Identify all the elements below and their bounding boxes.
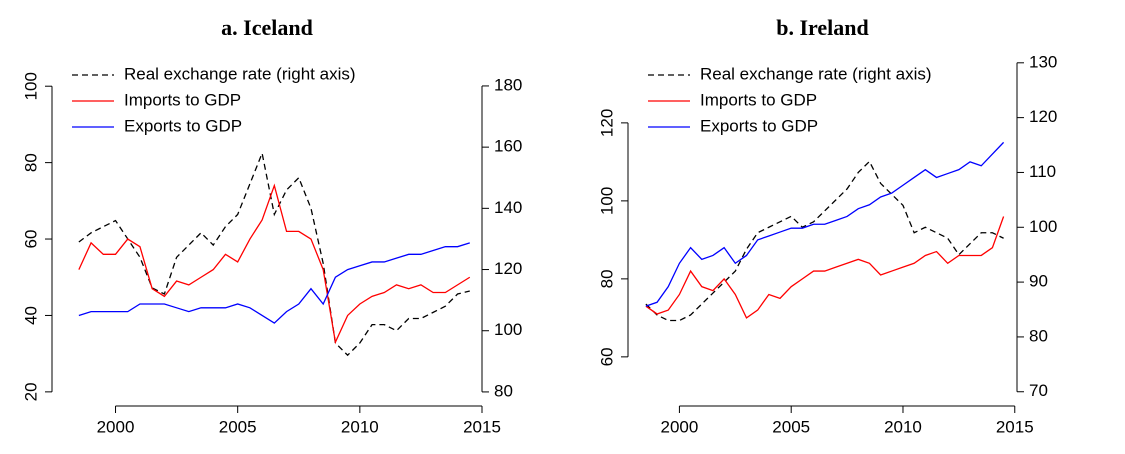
y2-tick-label: 70 [1029, 381, 1048, 400]
y-tick-label: 60 [21, 230, 40, 249]
series-line [78, 150, 470, 357]
y2-tick-label: 120 [494, 259, 522, 278]
y-tick-label: 100 [21, 72, 40, 100]
series-line [78, 183, 471, 345]
series-line [645, 160, 1004, 322]
legend-label: Real exchange rate (right axis) [700, 64, 932, 83]
legend-label: Real exchange rate (right axis) [124, 64, 356, 83]
legend-label: Imports to GDP [700, 90, 817, 109]
x-tick-label: 2010 [884, 417, 922, 436]
series-line [645, 216, 1005, 319]
y2-tick-label: 90 [1029, 272, 1048, 291]
y2-tick-label: 80 [494, 381, 513, 400]
y-tick-label: 60 [597, 347, 616, 366]
series-line [645, 141, 1005, 307]
y2-tick-label: 130 [1029, 52, 1057, 71]
y-tick-label: 80 [597, 269, 616, 288]
legend-label: Exports to GDP [700, 116, 818, 135]
y-tick-label: 100 [597, 187, 616, 215]
x-tick-label: 2015 [463, 417, 501, 436]
y2-tick-label: 160 [494, 137, 522, 156]
y-tick-label: 120 [597, 109, 616, 137]
x-tick-label: 2005 [219, 417, 257, 436]
y2-tick-label: 120 [1029, 107, 1057, 126]
x-tick-label: 2000 [661, 417, 699, 436]
y-tick-label: 20 [21, 382, 40, 401]
y-tick-label: 80 [21, 153, 40, 172]
x-tick-label: 2015 [996, 417, 1034, 436]
series-line [78, 242, 470, 324]
y2-tick-label: 140 [494, 198, 522, 217]
x-tick-label: 2010 [341, 417, 379, 436]
y2-tick-label: 110 [1029, 162, 1056, 181]
x-tick-label: 2000 [97, 417, 135, 436]
chart-title: a. Iceland [221, 15, 313, 40]
y2-tick-label: 100 [494, 320, 522, 339]
y2-tick-label: 180 [494, 75, 522, 94]
y-tick-label: 40 [21, 306, 40, 325]
x-tick-label: 2005 [772, 417, 810, 436]
y2-tick-label: 80 [1029, 326, 1048, 345]
y2-tick-label: 100 [1029, 217, 1057, 236]
legend-label: Exports to GDP [124, 116, 242, 135]
chart-title: b. Ireland [776, 15, 869, 40]
legend-label: Imports to GDP [124, 90, 241, 109]
